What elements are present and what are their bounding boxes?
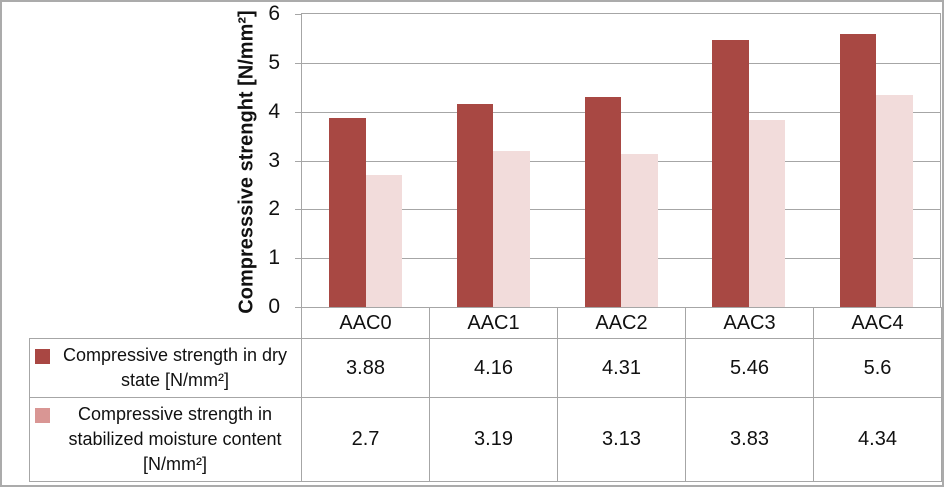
- table-header-row: AAC0 AAC1 AAC2 AAC3 AAC4: [30, 307, 942, 339]
- bar-series2-aac2: [621, 154, 658, 307]
- value-cell-s1-aac4: 5.6: [813, 338, 942, 398]
- gridline-y5: [302, 62, 940, 64]
- series-label-cell-1: Compressive strength in dry state [N/mm²…: [29, 338, 302, 398]
- y-tick-label: 4: [268, 99, 280, 123]
- value-cell-s2-aac3: 3.83: [685, 397, 814, 482]
- category-header-aac3: AAC3: [685, 307, 814, 339]
- y-tick-mark: [295, 111, 301, 113]
- series-label-cell-2: Compressive strength in stabilized moist…: [29, 397, 302, 482]
- bar-series2-aac3: [748, 120, 786, 307]
- bar-series1-aac2: [584, 96, 621, 307]
- category-header-aac0: AAC0: [301, 307, 430, 339]
- y-tick-mark: [295, 62, 301, 64]
- value-cell-s2-aac0: 2.7: [301, 397, 430, 482]
- y-tick-mark: [295, 307, 301, 308]
- bar-series1-aac3: [712, 40, 749, 307]
- legend-marker-series2: [35, 408, 50, 423]
- y-tick-label: 5: [268, 50, 280, 74]
- y-tick-mark: [295, 258, 301, 260]
- bar-series2-aac4: [876, 95, 913, 307]
- y-tick-mark: [295, 160, 301, 162]
- value-cell-s2-aac4: 4.34: [813, 397, 942, 482]
- value-cell-s2-aac2: 3.13: [557, 397, 686, 482]
- gridline-y4: [302, 111, 940, 113]
- bar-series2-aac0: [365, 175, 403, 307]
- y-tick-label: 0: [268, 295, 280, 318]
- series-row-2: Compressive strength in stabilized moist…: [29, 397, 942, 482]
- value-cell-s1-aac1: 4.16: [429, 338, 558, 398]
- bar-series1-aac0: [329, 117, 366, 307]
- data-table: AAC0 AAC1 AAC2 AAC3 AAC4 Compressive strength…: [29, 307, 942, 482]
- category-header-aac2: AAC2: [557, 307, 686, 339]
- plot-area: [301, 13, 941, 308]
- bar-series2-aac1: [493, 151, 530, 307]
- bar-series1-aac4: [839, 33, 877, 307]
- y-tick-mark: [295, 14, 301, 15]
- value-cell-s1-aac3: 5.46: [685, 338, 814, 398]
- y-tick-label: 2: [268, 197, 280, 221]
- series-row-1: Compressive strength in dry state [N/mm²…: [29, 338, 942, 398]
- y-tick-mark: [295, 209, 301, 211]
- value-cell-s1-aac0: 3.88: [301, 338, 430, 398]
- y-tick-label: 6: [268, 2, 280, 25]
- y-tick-label: 1: [268, 246, 280, 270]
- series-name: Compressive strength in dry state [N/mm²…: [62, 345, 288, 390]
- category-header-aac4: AAC4: [813, 307, 942, 339]
- series-name: Compressive strength in stabilized moist…: [68, 404, 282, 474]
- category-header-aac1: AAC1: [429, 307, 558, 339]
- value-cell-s1-aac2: 4.31: [557, 338, 686, 398]
- y-tick-label: 3: [268, 148, 280, 172]
- bar-series1-aac1: [456, 103, 494, 307]
- value-cell-s2-aac1: 3.19: [429, 397, 558, 482]
- legend-marker-series1: [35, 349, 50, 364]
